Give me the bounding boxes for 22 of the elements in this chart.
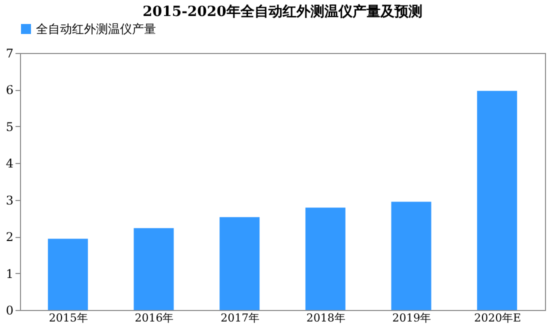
- legend-label: 全自动红外测温仪产量: [36, 22, 156, 36]
- x-tick-label: 2016年: [134, 312, 174, 324]
- bar: [220, 217, 260, 310]
- y-tick-label: 4: [6, 156, 14, 171]
- y-tick-label: 3: [6, 193, 14, 208]
- y-tick-label: 7: [6, 46, 14, 60]
- bar: [391, 202, 432, 310]
- y-tick-label: 2: [6, 230, 14, 244]
- x-tick-label: 2015年: [48, 312, 88, 324]
- x-tick-label: 2018年: [306, 312, 346, 324]
- y-tick-label: 0: [6, 304, 14, 318]
- chart-title: 2015-2020年全自动红外测温仪产量及预测: [142, 3, 422, 20]
- y-tick-label: 5: [6, 120, 14, 134]
- x-tick-label: 2019年: [392, 312, 432, 324]
- y-tick-label: 1: [6, 266, 14, 281]
- bar: [134, 228, 174, 310]
- bar: [48, 238, 88, 310]
- x-tick-label: 2017年: [220, 312, 260, 324]
- bar: [477, 90, 518, 310]
- y-tick-label: 6: [6, 83, 14, 98]
- x-tick-label: 2020年E: [474, 312, 522, 324]
- bar: [305, 208, 346, 310]
